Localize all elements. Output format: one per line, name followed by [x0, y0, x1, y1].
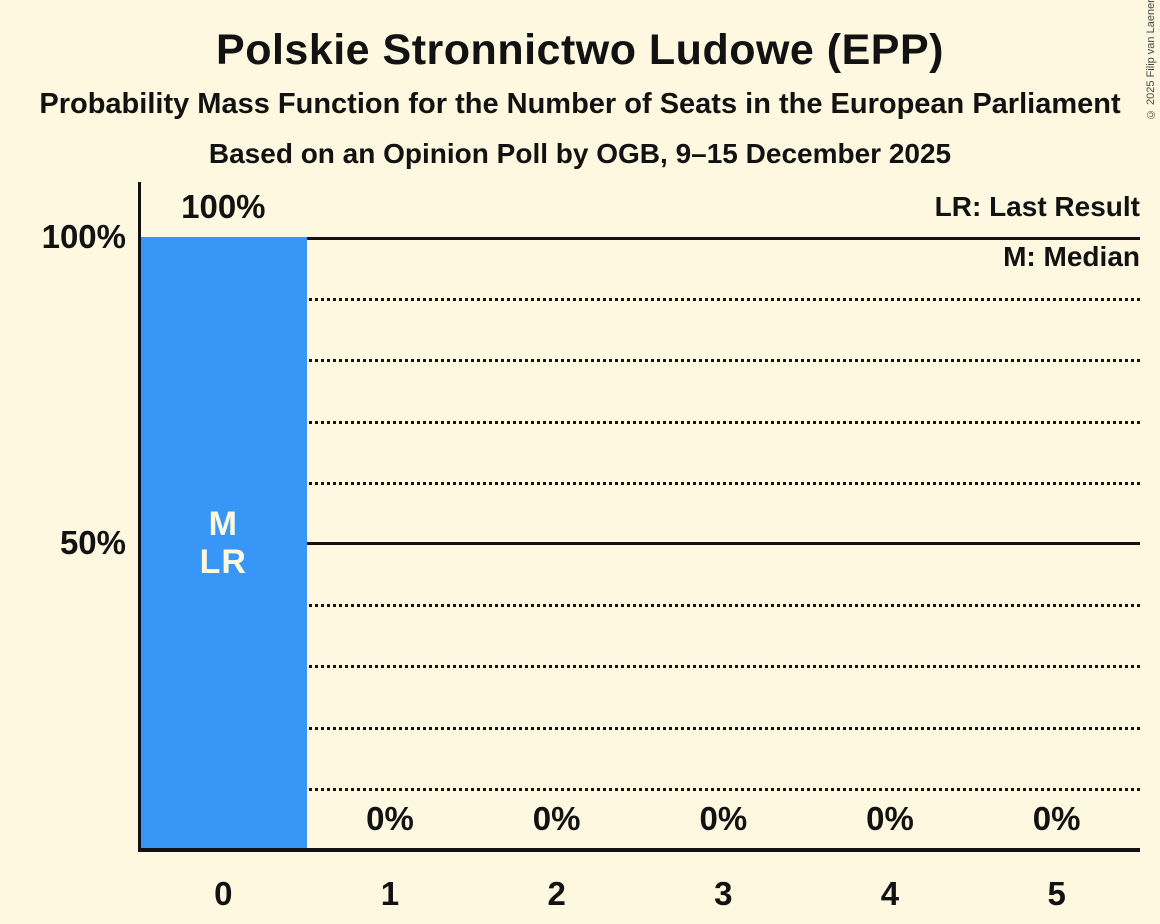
bar-annotation-seat-0: M LR — [200, 505, 247, 581]
column-seat-1: 0% 1 — [307, 237, 474, 912]
bar-value-label-seat-2: 0% — [532, 800, 581, 837]
bar-annotation-m: M — [208, 505, 238, 543]
x-tick-label-2: 2 — [547, 875, 566, 912]
gridline-dotted-20 — [140, 726, 1140, 730]
plot-area: M LR 100% 0 0% 1 0% 2 0% 3 0% 4 0% 5 — [140, 190, 1140, 912]
x-axis — [138, 848, 1140, 852]
column-seat-2: 0% 2 — [473, 237, 640, 912]
column-seat-3: 0% 3 — [640, 237, 807, 912]
bar-annotation-lr: LR — [199, 543, 247, 581]
x-tick-label-4: 4 — [880, 875, 900, 912]
gridline-dotted-70 — [140, 420, 1140, 424]
bar-seat-0: M LR — [140, 237, 307, 849]
gridline-solid-50 — [140, 541, 1140, 545]
copyright-notice: © 2025 Filip van Laenen — [1145, 0, 1157, 120]
y-tick-label-50: 50% — [59, 524, 126, 561]
bar-value-label-seat-3: 0% — [699, 800, 748, 837]
chart-poll-info: Based on an Opinion Poll by OGB, 9–15 De… — [208, 138, 952, 169]
bar-value-label-seat-4: 0% — [866, 800, 914, 837]
gridline-dotted-90 — [140, 298, 1140, 302]
column-seat-5: 0% 5 — [973, 237, 1140, 912]
x-tick-label-3: 3 — [714, 875, 733, 912]
y-tick-label-100: 100% — [41, 218, 126, 255]
gridline-dotted-80 — [140, 359, 1140, 363]
gridline-dotted-60 — [140, 481, 1140, 485]
x-tick-label-0: 0 — [214, 875, 233, 912]
y-axis — [138, 182, 141, 851]
x-tick-label-1: 1 — [380, 875, 400, 912]
chart-title: Polskie Stronnictwo Ludowe (EPP) — [216, 26, 944, 74]
legend-median: M: Median — [1003, 241, 1140, 272]
gridline-dotted-30 — [140, 665, 1140, 669]
column-seat-4: 0% 4 — [807, 237, 974, 912]
bar-value-label-seat-0: 100% — [181, 188, 266, 225]
gridline-solid-100 — [140, 237, 1140, 240]
chart-subtitle: Probability Mass Function for the Number… — [39, 88, 1121, 120]
column-seat-0: M LR 100% 0 — [140, 190, 307, 912]
legend-last-result: LR: Last Result — [934, 191, 1140, 222]
gridline-dotted-40 — [140, 604, 1140, 608]
legend: LR: Last Result M: Median — [935, 182, 1140, 282]
gridline-dotted-10 — [140, 787, 1140, 791]
bar-value-label-seat-1: 0% — [366, 800, 414, 837]
x-tick-label-5: 5 — [1047, 875, 1066, 912]
bar-value-label-seat-5: 0% — [1032, 800, 1081, 837]
